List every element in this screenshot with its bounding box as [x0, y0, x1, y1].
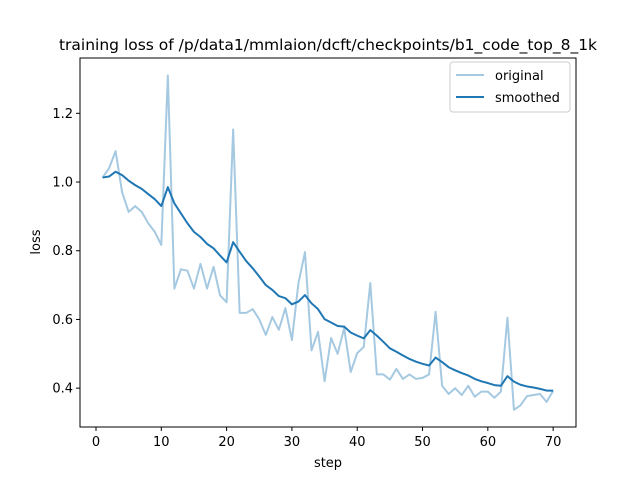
y-tick-label: 0.6 — [52, 313, 73, 328]
x-axis-label: step — [314, 456, 342, 471]
x-tick-label: 70 — [545, 435, 562, 450]
series-line-smoothed — [102, 170, 554, 392]
y-axis-label: loss — [29, 229, 44, 254]
legend-label-original: original — [495, 69, 544, 84]
legend-label-smoothed: smoothed — [495, 91, 560, 106]
y-tick-label: 0.8 — [52, 244, 73, 259]
x-tick-label: 50 — [414, 435, 431, 450]
x-tick-label: 10 — [153, 435, 170, 450]
y-tick-label: 1.2 — [52, 107, 73, 122]
legend: original smoothed — [449, 61, 571, 113]
x-tick-label: 20 — [218, 435, 235, 450]
y-axis-ticks: 0.4 0.6 0.8 1.0 1.2 — [52, 107, 80, 397]
x-axis-ticks: 0 10 20 30 40 50 60 70 — [92, 427, 562, 450]
x-tick-label: 40 — [349, 435, 366, 450]
x-tick-label: 30 — [284, 435, 301, 450]
y-tick-label: 0.4 — [52, 382, 73, 397]
chart-title: training loss of /p/data1/mmlaion/dcft/c… — [59, 36, 597, 55]
axes-frame — [79, 57, 577, 428]
x-tick-label: 60 — [480, 435, 497, 450]
x-tick-label: 0 — [92, 435, 100, 450]
y-tick-label: 1.0 — [52, 176, 73, 191]
series-line-original — [101, 74, 554, 411]
plot-area — [101, 74, 554, 411]
